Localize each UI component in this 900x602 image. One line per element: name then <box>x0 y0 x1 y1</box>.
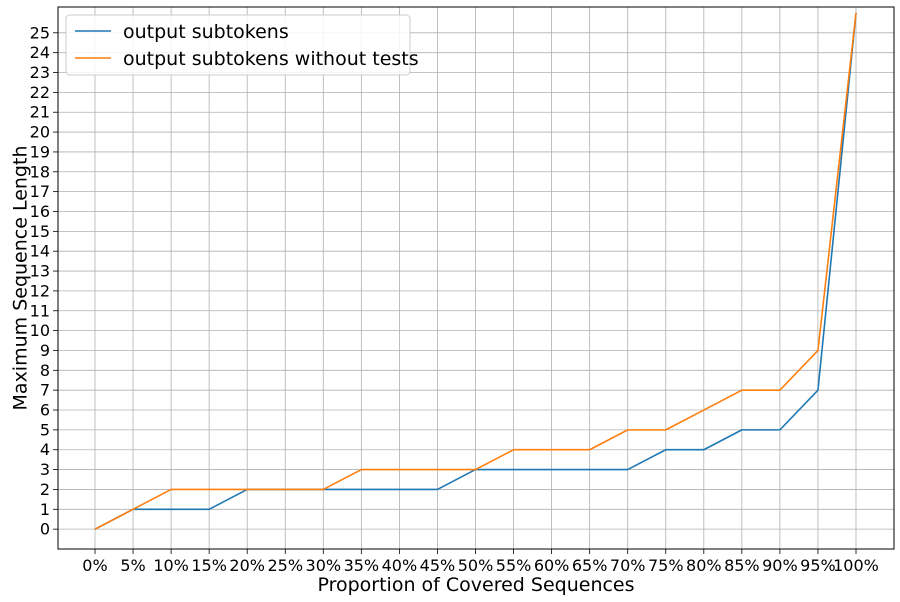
y-tick-label: 20 <box>30 123 50 142</box>
y-tick-label: 3 <box>40 460 50 479</box>
x-tick-label: 95% <box>800 556 836 575</box>
x-tick-label: 30% <box>306 556 342 575</box>
x-tick-label: 45% <box>420 556 456 575</box>
y-tick-label: 25 <box>30 23 50 42</box>
y-tick-label: 14 <box>30 242 50 261</box>
series-group <box>94 12 857 530</box>
y-tick-label: 10 <box>30 321 50 340</box>
x-tick-label: 75% <box>648 556 684 575</box>
y-tick-label: 16 <box>30 202 50 221</box>
y-tick-label: 24 <box>30 43 50 62</box>
legend-label-output-subtokens-without-tests: output subtokens without tests <box>123 48 419 70</box>
legend-box <box>65 14 411 76</box>
x-tick-label: 55% <box>496 556 532 575</box>
series-line-output-subtokens-without-tests <box>94 12 857 530</box>
y-tick-label: 1 <box>40 500 50 519</box>
y-axis-label: Maximum Sequence Length <box>10 146 32 411</box>
y-tick-label: 0 <box>40 520 50 539</box>
y-tick-label: 5 <box>40 420 50 439</box>
y-tick-label: 17 <box>30 182 50 201</box>
x-tick-label: 60% <box>534 556 570 575</box>
x-tick-label: 0% <box>82 556 107 575</box>
x-tick-label: 50% <box>458 556 494 575</box>
x-tick-label: 15% <box>191 556 227 575</box>
x-tick-label: 90% <box>762 556 798 575</box>
y-tick-label: 9 <box>40 341 50 360</box>
x-tick-label: 10% <box>153 556 189 575</box>
x-tick-label: 100% <box>833 556 879 575</box>
x-axis-ticks: 0% 5% 10% 15% 20% 25% 30% 35% 40% 45% 50% 55% 60% 65%… <box>82 549 879 575</box>
y-tick-label: 8 <box>40 361 50 380</box>
x-tick-label: 5% <box>120 556 145 575</box>
y-tick-label: 18 <box>30 162 50 181</box>
y-tick-label: 22 <box>30 83 50 102</box>
legend-label-output-subtokens: output subtokens <box>123 21 289 43</box>
x-tick-label: 80% <box>686 556 722 575</box>
x-tick-label: 35% <box>344 556 380 575</box>
y-tick-label: 11 <box>30 301 50 320</box>
x-tick-label: 40% <box>382 556 418 575</box>
y-tick-label: 19 <box>30 142 50 161</box>
y-tick-label: 13 <box>30 262 50 281</box>
y-tick-label: 4 <box>40 440 50 459</box>
x-tick-label: 65% <box>572 556 608 575</box>
y-tick-label: 23 <box>30 63 50 82</box>
x-tick-label: 20% <box>229 556 265 575</box>
y-tick-label: 15 <box>30 222 50 241</box>
legend: output subtokens output subtokens withou… <box>65 14 419 76</box>
plot-frame <box>57 6 895 550</box>
x-tick-label: 85% <box>724 556 760 575</box>
y-tick-label: 12 <box>30 281 50 300</box>
y-axis-ticks: 0123456789101112131415161718192021222324… <box>30 23 58 539</box>
y-tick-label: 7 <box>40 381 50 400</box>
x-axis-label: Proportion of Covered Sequences <box>317 574 634 596</box>
y-tick-label: 21 <box>30 103 50 122</box>
x-tick-label: 70% <box>610 556 646 575</box>
y-tick-label: 2 <box>40 480 50 499</box>
x-tick-label: 25% <box>267 556 303 575</box>
y-tick-label: 6 <box>40 401 50 420</box>
